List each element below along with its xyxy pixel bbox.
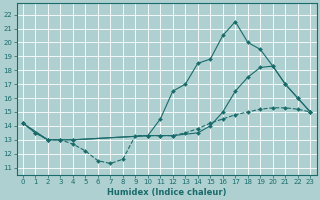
X-axis label: Humidex (Indice chaleur): Humidex (Indice chaleur) bbox=[107, 188, 226, 197]
